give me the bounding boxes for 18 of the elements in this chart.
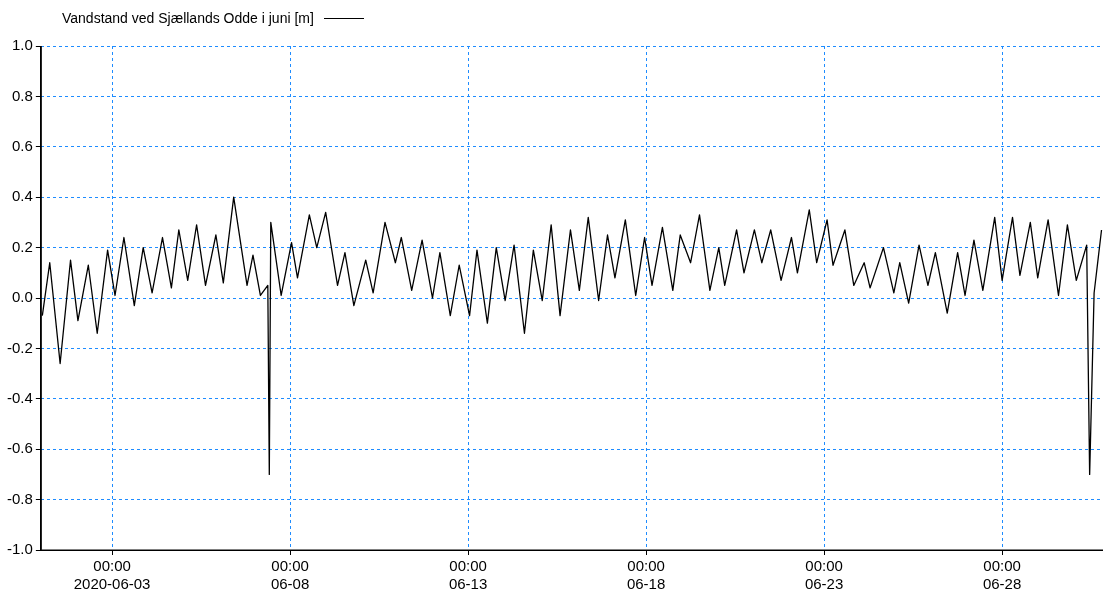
y-tick-label: 0.6 xyxy=(11,136,33,154)
y-tick-label: -0.6 xyxy=(6,439,33,457)
y-tick-label: 0.8 xyxy=(11,86,33,104)
x-tick-label: 00:00 06-23 xyxy=(804,557,844,593)
y-tick-label: 0.2 xyxy=(11,237,33,255)
y-tick-label: 1.0 xyxy=(11,36,33,54)
y-tick-label: 0.4 xyxy=(11,187,33,205)
y-tick-label: -0.2 xyxy=(6,338,33,356)
y-tick-label: -0.4 xyxy=(6,388,33,406)
y-tick-label: -0.8 xyxy=(6,489,33,507)
x-tick-label: 00:00 06-18 xyxy=(626,557,666,593)
y-tick-label: -1.0 xyxy=(6,540,33,558)
x-tick-label: 00:00 06-28 xyxy=(982,557,1022,593)
x-tick-label: 00:00 06-08 xyxy=(270,557,310,593)
x-tick-label: 00:00 06-13 xyxy=(448,557,488,593)
y-tick-label: 0.0 xyxy=(11,288,33,306)
x-tick-label: 00:00 2020-06-03 xyxy=(73,557,151,593)
legend-label: Vandstand ved Sjællands Odde i juni [m] xyxy=(62,10,314,26)
